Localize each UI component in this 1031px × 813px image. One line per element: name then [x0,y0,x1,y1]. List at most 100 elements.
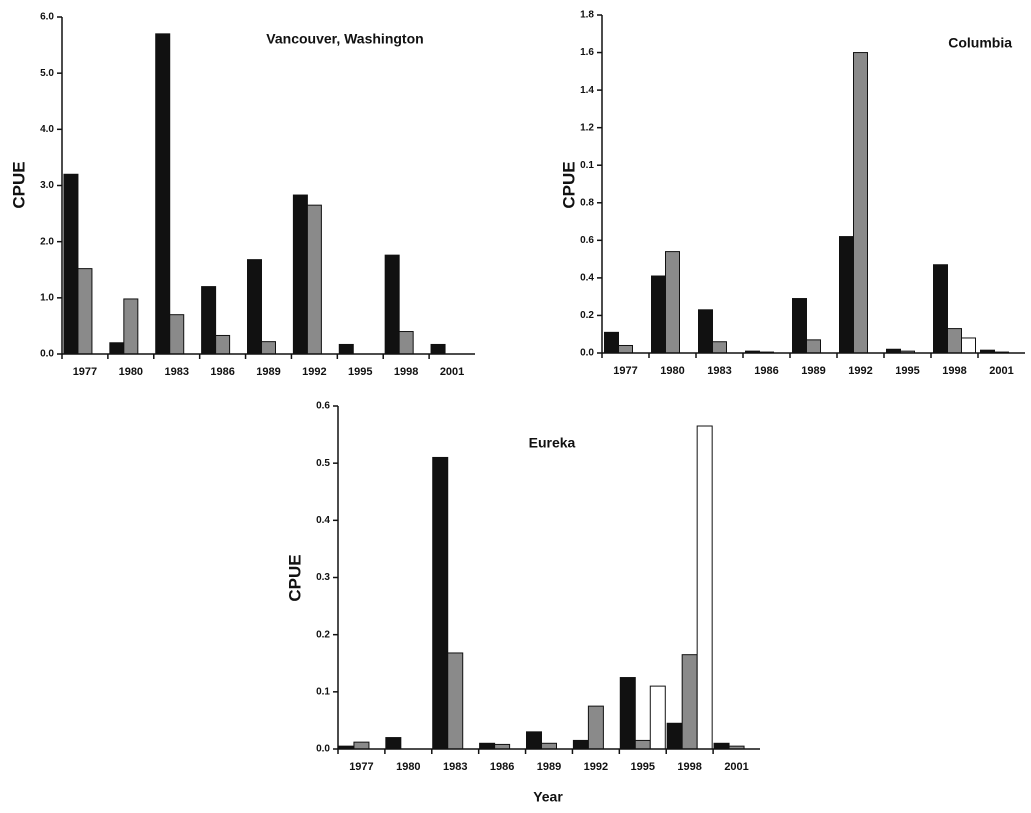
x-tick-label: 1998 [942,365,966,377]
x-tick-label: 1977 [73,366,97,378]
y-tick-label: 4.0 [40,124,54,135]
bar [353,741,370,750]
bar [123,298,139,355]
x-tick-label: 1998 [677,761,701,773]
x-tick-label: 1995 [348,366,372,378]
bar [713,742,730,750]
bar [651,275,666,354]
x-tick-label: 1992 [848,365,872,377]
x-tick-label: 1989 [537,761,561,773]
bar [634,739,651,750]
bar [155,33,171,355]
chart-title: Eureka [529,435,576,451]
y-tick-label: 1.8 [580,10,594,21]
y-tick-label: 0.5 [316,458,330,469]
bar [432,456,449,750]
bar [839,236,854,354]
x-tick-label: 2001 [724,761,748,773]
bar [385,737,402,750]
y-tick-label: 0.0 [580,348,594,359]
bar [681,654,698,750]
y-tick-label: 1.0 [40,292,54,303]
bar [526,731,542,750]
bar [292,194,308,355]
y-tick-label: 0.4 [580,273,594,284]
bar [541,742,557,750]
y-tick-label: 5.0 [40,68,54,79]
y-tick-label: 0.2 [580,310,594,321]
bar [398,331,414,355]
bar [947,328,962,354]
bar [587,705,604,750]
bar [712,341,727,354]
bar [77,268,93,355]
bar [247,259,262,355]
x-tick-label: 1977 [349,761,373,773]
x-tick-label: 1986 [210,366,234,378]
y-tick-label: 0.2 [316,629,330,640]
bar [109,342,125,355]
bar [618,344,633,354]
x-tick-label: 2001 [440,366,464,378]
x-axis-label: Year [533,789,563,805]
x-tick-label: 1980 [660,365,684,377]
x-tick-label: 1992 [584,761,608,773]
x-tick-label: 1977 [613,365,637,377]
y-tick-label: 0.6 [580,235,594,246]
y-tick-label: 0.0 [40,349,54,360]
bar [479,742,496,750]
bar [384,254,400,355]
x-tick-label: 1995 [631,761,655,773]
x-tick-label: 1980 [119,366,143,378]
x-tick-label: 1989 [256,366,280,378]
x-tick-label: 1989 [801,365,825,377]
bar [261,341,276,355]
bar [696,425,713,750]
chart-title: Columbia [948,35,1012,51]
chart-title: Vancouver, Washington [266,31,423,47]
y-axis-label: CPUE [559,161,578,208]
x-tick-label: 1983 [443,761,467,773]
y-tick-label: 0.1 [316,686,330,697]
y-tick-label: 0.0 [316,744,330,755]
y-tick-label: 1.4 [580,85,594,96]
bar [853,52,868,354]
y-tick-label: 1.2 [580,122,594,133]
x-tick-label: 1998 [394,366,418,378]
x-tick-label: 1983 [707,365,731,377]
y-tick-label: 0.8 [580,197,594,208]
x-tick-label: 1995 [895,365,919,377]
bar [933,264,948,354]
bar [63,173,79,355]
bar [447,652,464,750]
bar [666,722,683,750]
y-tick-label: 0.1 [580,160,594,171]
bar [306,204,322,355]
bar [604,331,619,354]
y-tick-label: 3.0 [40,180,54,191]
bar [665,251,680,354]
bar [792,298,807,354]
bar [215,334,231,355]
x-tick-label: 1986 [490,761,514,773]
y-tick-label: 1.6 [580,47,594,58]
bar [961,337,976,354]
x-tick-label: 1980 [396,761,420,773]
x-tick-label: 1983 [164,366,188,378]
y-tick-label: 0.4 [316,515,330,526]
bar [806,339,821,354]
y-tick-label: 0.6 [316,401,330,412]
x-tick-label: 2001 [989,365,1013,377]
y-tick-label: 6.0 [40,12,54,23]
y-tick-label: 0.3 [316,572,330,583]
bar [649,685,666,750]
bar [572,739,589,750]
bar [430,343,446,355]
bar [338,343,354,355]
bar [169,314,185,355]
y-tick-label: 2.0 [40,236,54,247]
y-axis-label: CPUE [9,161,28,208]
bar [201,286,217,355]
x-tick-label: 1992 [302,366,326,378]
